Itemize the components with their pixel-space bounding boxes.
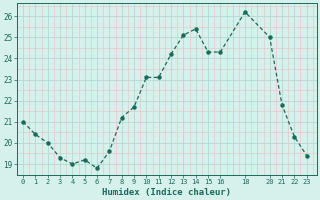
- X-axis label: Humidex (Indice chaleur): Humidex (Indice chaleur): [102, 188, 231, 197]
